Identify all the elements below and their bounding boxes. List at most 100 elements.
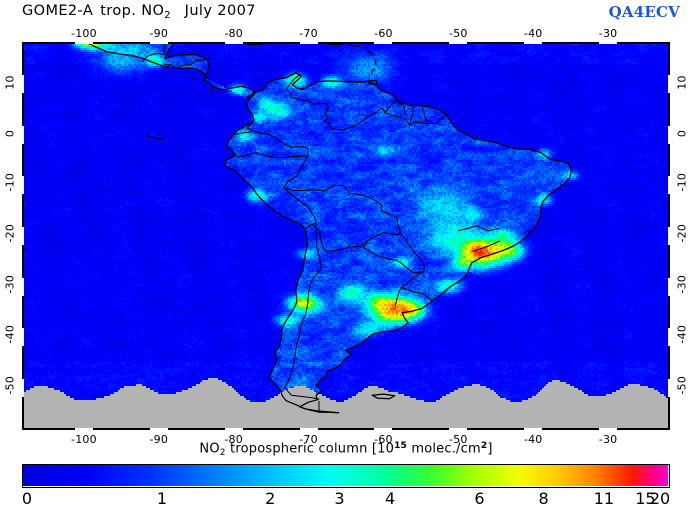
x-tick-mark-top--80 bbox=[224, 42, 243, 44]
colorbar-tick-1: 1 bbox=[156, 489, 168, 508]
y-tick-mark-left-0 bbox=[22, 125, 24, 144]
y-tick-label-right-0: 0 bbox=[675, 129, 689, 138]
x-tick-mark-bottom--40 bbox=[524, 428, 543, 430]
y-tick-label-left-0: 0 bbox=[3, 129, 17, 138]
colorbar-units-exponent: 2 bbox=[480, 441, 488, 451]
colorbar-units: molec./cm bbox=[407, 441, 481, 457]
colorbar-bracket-close: ] bbox=[487, 441, 493, 457]
y-tick-mark-right-10 bbox=[668, 75, 670, 94]
country-border-path-10 bbox=[384, 100, 406, 116]
country-border-path-8 bbox=[286, 73, 333, 130]
colorbar-tick-6: 6 bbox=[474, 489, 485, 508]
x-tick-mark-bottom--100 bbox=[74, 428, 93, 430]
country-border-path-17 bbox=[283, 187, 317, 225]
y-tick-mark-right--50 bbox=[668, 378, 670, 397]
map-plot-area bbox=[22, 42, 670, 430]
colorbar-tick-3: 3 bbox=[334, 489, 345, 508]
x-tick-label-top--80: -80 bbox=[224, 27, 243, 40]
y-tick-mark-left--40 bbox=[22, 328, 24, 347]
country-border-path-21 bbox=[400, 233, 425, 272]
colorbar-tick-0: 0 bbox=[21, 489, 33, 508]
country-border-path-16 bbox=[315, 185, 402, 234]
x-tick-label-bottom--90: -90 bbox=[149, 433, 169, 446]
x-tick-mark-bottom--70 bbox=[299, 428, 318, 430]
colorbar-species-subscript: 2 bbox=[219, 448, 226, 459]
y-tick-mark-right--10 bbox=[668, 176, 670, 195]
x-tick-label-bottom--40: -40 bbox=[523, 433, 543, 446]
country-border-path-4 bbox=[175, 58, 211, 69]
colorbar-tick-2: 2 bbox=[265, 489, 276, 508]
coastline-path-5 bbox=[371, 393, 396, 400]
country-border-path-6 bbox=[210, 85, 214, 93]
y-tick-mark-right--30 bbox=[668, 277, 670, 296]
country-border-path-20 bbox=[363, 240, 402, 264]
y-tick-label-right--30: -30 bbox=[675, 274, 689, 294]
colorbar-tick-4: 4 bbox=[384, 489, 396, 508]
y-tick-label-right-10: 10 bbox=[675, 75, 689, 91]
colorbar-title: NO2 tropospheric column [1015 molec./cm2… bbox=[199, 441, 492, 458]
y-tick-label-right--20: -20 bbox=[675, 223, 689, 243]
title-period: July 2007 bbox=[184, 3, 256, 19]
coastline-overlay bbox=[88, 44, 573, 414]
x-tick-mark-top--30 bbox=[599, 42, 618, 44]
country-border-path-28 bbox=[472, 240, 500, 252]
title-instrument: GOME2-A bbox=[22, 3, 94, 19]
coastline-path-9 bbox=[247, 44, 263, 46]
x-tick-mark-bottom--60 bbox=[374, 428, 393, 430]
coastline-path-14 bbox=[146, 135, 164, 141]
coastline-path-10 bbox=[348, 44, 361, 48]
country-border-path-15 bbox=[283, 155, 317, 191]
country-border-path-1 bbox=[141, 44, 166, 63]
country-border-path-13 bbox=[232, 130, 253, 136]
y-tick-label-left--30: -30 bbox=[3, 274, 17, 294]
x-tick-label-bottom--80: -80 bbox=[224, 433, 243, 446]
country-border-path-7 bbox=[249, 90, 255, 100]
y-tick-label-left--50: -50 bbox=[3, 375, 17, 395]
x-tick-mark-top--90 bbox=[149, 42, 168, 44]
colorbar-gradient bbox=[23, 465, 668, 486]
x-tick-label-top--60: -60 bbox=[374, 27, 393, 40]
x-tick-mark-bottom--90 bbox=[149, 428, 168, 430]
title-product-subscript: 2 bbox=[164, 9, 171, 21]
x-tick-label-bottom--100: -100 bbox=[71, 433, 97, 446]
country-border-path-11 bbox=[409, 104, 428, 126]
colorbar-tick-8: 8 bbox=[538, 489, 549, 508]
y-tick-mark-left--20 bbox=[22, 227, 24, 245]
no2-heatmap-canvas bbox=[24, 44, 668, 428]
y-tick-mark-right--20 bbox=[668, 227, 670, 245]
coastline-path-13 bbox=[370, 68, 375, 74]
country-border-path-9 bbox=[331, 108, 447, 131]
x-tick-mark-top--40 bbox=[524, 42, 543, 44]
title-product: trop. NO bbox=[100, 3, 165, 19]
x-tick-mark-top--60 bbox=[374, 42, 393, 44]
y-tick-mark-left-10 bbox=[22, 75, 24, 94]
qa4ecv-logo: QA4ECV bbox=[608, 3, 680, 21]
country-border-path-12 bbox=[246, 120, 309, 157]
y-tick-label-right--10: -10 bbox=[675, 173, 689, 192]
x-tick-label-top--100: -100 bbox=[71, 27, 97, 40]
x-tick-label-top--30: -30 bbox=[598, 27, 618, 40]
x-tick-label-top--40: -40 bbox=[523, 27, 543, 40]
coastline-path-0 bbox=[164, 44, 255, 101]
coastline-path-15 bbox=[368, 79, 378, 86]
y-tick-label-right--40: -40 bbox=[675, 324, 689, 344]
coastline-path-3 bbox=[248, 72, 573, 414]
x-tick-mark-bottom--80 bbox=[224, 428, 243, 430]
x-tick-label-bottom--60: -60 bbox=[374, 433, 393, 446]
x-tick-mark-top--50 bbox=[449, 42, 468, 44]
colorbar-label-main: tropospheric column [10 bbox=[230, 441, 395, 457]
coastline-path-1 bbox=[88, 44, 209, 80]
x-tick-mark-bottom--50 bbox=[449, 428, 468, 430]
x-tick-label-bottom--30: -30 bbox=[598, 433, 618, 446]
y-tick-label-left--10: -10 bbox=[3, 173, 17, 192]
colorbar bbox=[22, 464, 670, 488]
y-tick-label-left--40: -40 bbox=[3, 324, 17, 344]
x-tick-mark-bottom--30 bbox=[599, 428, 618, 430]
y-tick-mark-left--50 bbox=[22, 378, 24, 397]
x-tick-mark-top--70 bbox=[299, 42, 318, 44]
y-tick-label-right--50: -50 bbox=[675, 375, 689, 395]
y-tick-mark-left--30 bbox=[22, 277, 24, 296]
coastline-path-12 bbox=[374, 59, 377, 66]
coastline-path-8 bbox=[328, 44, 343, 46]
